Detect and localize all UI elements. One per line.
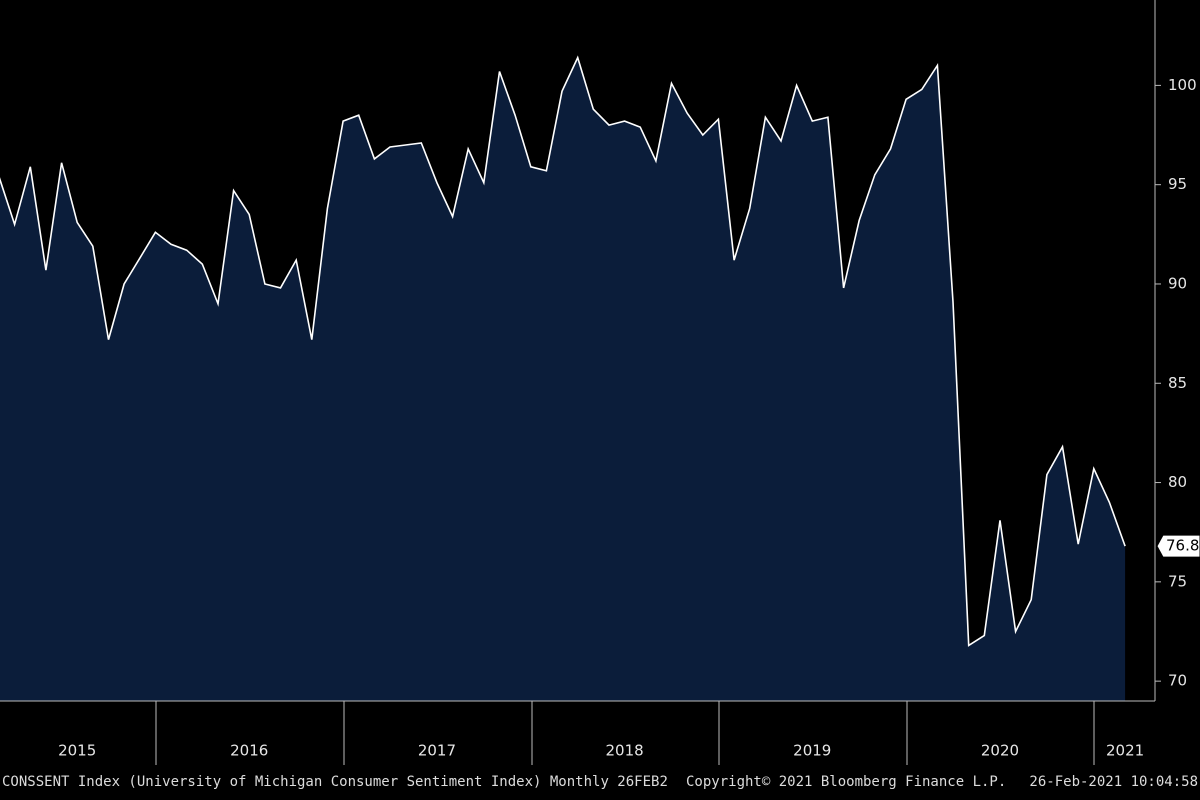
- last-value-label: 76.8: [1166, 537, 1199, 555]
- line: [0, 55, 1126, 647]
- y-tick-label: 80: [1168, 473, 1187, 491]
- x-tick-label: 2017: [418, 742, 456, 760]
- x-tick-label: 2021: [1106, 742, 1144, 760]
- x-tick-label: 2016: [230, 742, 268, 760]
- y-tick-label: 85: [1168, 374, 1187, 392]
- y-tick-label: 90: [1168, 274, 1187, 292]
- x-tick-label: 2020: [981, 742, 1019, 760]
- last-value-box: [1156, 534, 1200, 558]
- x-tick-label: 2018: [606, 742, 644, 760]
- footer-timestamp: 26-Feb-2021 10:04:58: [1029, 774, 1198, 790]
- year-separators: [155, 701, 1095, 765]
- y-tick-label: 100: [1168, 76, 1197, 94]
- y-tick-label: 70: [1168, 672, 1187, 690]
- y-tick-label: 75: [1168, 572, 1187, 590]
- plot-area: [0, 55, 1126, 701]
- area: [0, 57, 1126, 701]
- y-tick-label: 95: [1168, 175, 1187, 193]
- footer-ticker: CONSSENT Index (University of Michigan C…: [2, 774, 668, 790]
- x-tick-label: 2015: [58, 742, 96, 760]
- x-tick-label: 2019: [793, 742, 831, 760]
- footer-copyright: Copyright© 2021 Bloomberg Finance L.P.: [686, 774, 1006, 790]
